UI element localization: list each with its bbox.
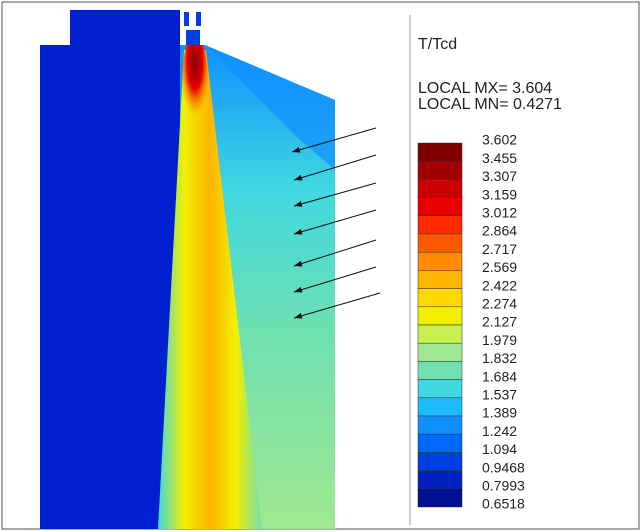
legend-level: 3.602 <box>482 132 517 148</box>
legend-swatch <box>418 307 462 325</box>
legend-level: 2.569 <box>482 259 517 275</box>
legend-level: 0.6518 <box>482 496 525 512</box>
legend-level: 2.717 <box>482 241 517 257</box>
legend-title: T/Tcd <box>418 36 457 53</box>
legend-swatch <box>418 216 462 234</box>
contour-plot <box>40 10 335 529</box>
screenshot: T/Tcd LOCAL MX= 3.604 LOCAL MN= 0.4271 3… <box>0 0 642 532</box>
legend-level: 0.9468 <box>482 459 525 475</box>
legend-level: 2.274 <box>482 296 517 312</box>
legend-swatch <box>418 361 462 379</box>
legend-swatch <box>418 252 462 270</box>
legend-level: 3.307 <box>482 168 517 184</box>
legend-level: 3.012 <box>482 205 517 221</box>
legend-level: 1.242 <box>482 423 517 439</box>
legend-swatch <box>418 143 462 161</box>
legend-swatch <box>418 234 462 252</box>
legend-swatch <box>418 270 462 288</box>
legend-level: 1.094 <box>482 441 517 457</box>
legend-level: 3.159 <box>482 186 517 202</box>
legend-level: 0.7993 <box>482 478 525 494</box>
legend-swatch <box>418 380 462 398</box>
legend-level: 2.127 <box>482 314 517 330</box>
legend-level: 2.864 <box>482 223 517 239</box>
legend-level: 1.832 <box>482 350 517 366</box>
legend-level: 1.979 <box>482 332 517 348</box>
legend-level: 2.422 <box>482 277 517 293</box>
legend-swatch <box>418 325 462 343</box>
legend-swatch <box>418 179 462 197</box>
legend-level: 1.684 <box>482 368 517 384</box>
legend-swatch <box>418 471 462 489</box>
legend-swatch <box>418 198 462 216</box>
legend-level: 1.389 <box>482 405 517 421</box>
legend-swatch <box>418 489 462 507</box>
legend-level: 1.537 <box>482 387 517 403</box>
legend-swatch <box>418 343 462 361</box>
legend-swatch <box>418 161 462 179</box>
local-max: LOCAL MX= 3.604 <box>418 80 552 97</box>
legend-swatch <box>418 452 462 470</box>
legend-swatch <box>418 398 462 416</box>
legend-swatch <box>418 289 462 307</box>
legend-swatch <box>418 416 462 434</box>
legend-level: 3.455 <box>482 150 517 166</box>
legend-swatch <box>418 434 462 452</box>
local-min: LOCAL MN= 0.4271 <box>418 96 562 113</box>
